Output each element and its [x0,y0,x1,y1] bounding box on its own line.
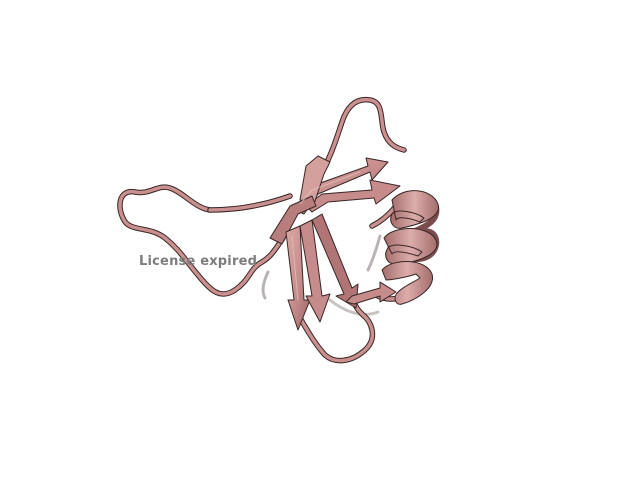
top-loop [315,96,407,181]
helix-turn-3 [381,260,433,305]
helix-turn-2 [383,228,438,265]
beta-strand-4 [269,195,317,245]
sheet-highlights [291,171,361,301]
beta-sheet [269,155,401,331]
helix-turn-1 [390,190,439,229]
alpha-helix [381,190,440,305]
beta-strand-8 [345,281,397,305]
beta-strand-6 [299,219,331,323]
license-watermark: License expired [139,254,258,269]
coil-loops [117,96,407,364]
beta-strand-2 [305,179,401,213]
back-coil [261,234,382,316]
beta-strand-5 [285,225,311,331]
